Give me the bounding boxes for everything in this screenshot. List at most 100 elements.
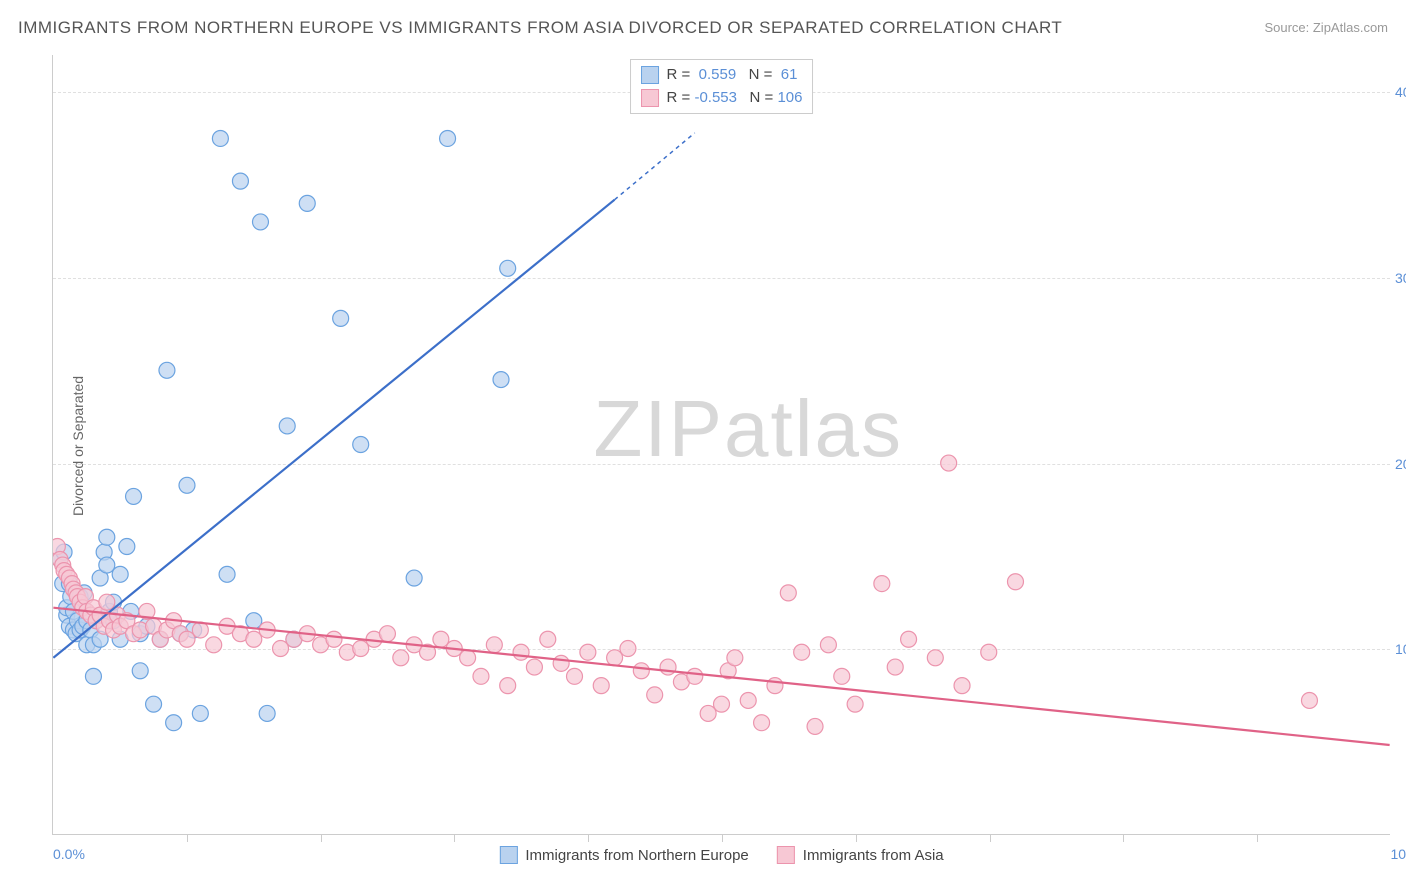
- data-point: [246, 631, 262, 647]
- data-point: [433, 631, 449, 647]
- data-point: [700, 705, 716, 721]
- data-point: [252, 214, 268, 230]
- data-point: [593, 678, 609, 694]
- data-point: [473, 668, 489, 684]
- y-tick-label: 10.0%: [1395, 641, 1406, 657]
- data-point: [119, 539, 135, 555]
- x-tick: [722, 834, 723, 842]
- data-point: [1007, 574, 1023, 590]
- data-point: [540, 631, 556, 647]
- data-point: [794, 644, 810, 660]
- data-point: [714, 696, 730, 712]
- series-legend: Immigrants from Northern Europe Immigrant…: [499, 846, 943, 864]
- data-point: [179, 477, 195, 493]
- data-point: [99, 557, 115, 573]
- legend-item: Immigrants from Northern Europe: [499, 846, 748, 864]
- data-point: [834, 668, 850, 684]
- data-point: [406, 570, 422, 586]
- chart-title: IMMIGRANTS FROM NORTHERN EUROPE VS IMMIG…: [18, 18, 1062, 38]
- data-point: [513, 644, 529, 660]
- x-tick: [321, 834, 322, 842]
- legend-swatch: [641, 89, 659, 107]
- data-point: [232, 173, 248, 189]
- data-point: [820, 637, 836, 653]
- x-tick: [1123, 834, 1124, 842]
- data-point: [179, 631, 195, 647]
- data-point: [273, 641, 289, 657]
- data-point: [740, 692, 756, 708]
- data-point: [132, 663, 148, 679]
- data-point: [580, 644, 596, 660]
- data-point: [607, 650, 623, 666]
- data-point: [353, 437, 369, 453]
- data-point: [440, 130, 456, 146]
- data-point: [353, 641, 369, 657]
- data-point: [660, 659, 676, 675]
- y-tick-label: 40.0%: [1395, 84, 1406, 100]
- data-point: [500, 678, 516, 694]
- legend-label: Immigrants from Asia: [803, 847, 944, 864]
- data-point: [647, 687, 663, 703]
- data-point: [620, 641, 636, 657]
- data-point: [333, 310, 349, 326]
- source-attribution: Source: ZipAtlas.com: [1264, 20, 1388, 35]
- data-point: [393, 650, 409, 666]
- data-point: [526, 659, 542, 675]
- x-tick: [454, 834, 455, 842]
- data-point: [633, 663, 649, 679]
- legend-row: R = -0.553 N = 106: [641, 87, 803, 110]
- data-point: [887, 659, 903, 675]
- data-point: [112, 566, 128, 582]
- trend-line: [53, 200, 614, 658]
- data-point: [780, 585, 796, 601]
- data-point: [941, 455, 957, 471]
- data-point: [99, 594, 115, 610]
- data-point: [99, 529, 115, 545]
- data-point: [1301, 692, 1317, 708]
- x-tick: [588, 834, 589, 842]
- data-point: [279, 418, 295, 434]
- data-point: [687, 668, 703, 684]
- correlation-chart: IMMIGRANTS FROM NORTHERN EUROPE VS IMMIG…: [0, 0, 1406, 892]
- legend-swatch: [641, 66, 659, 84]
- data-point: [299, 195, 315, 211]
- legend-swatch: [499, 846, 517, 864]
- data-point: [85, 668, 101, 684]
- plot-area: ZIPatlas 10.0%20.0%30.0%40.0% 0.0% 100.0…: [52, 55, 1390, 835]
- data-point: [212, 130, 228, 146]
- data-point: [567, 668, 583, 684]
- data-point: [126, 488, 142, 504]
- scatter-plot-svg: [53, 55, 1390, 834]
- data-point: [493, 372, 509, 388]
- y-tick-label: 20.0%: [1395, 456, 1406, 472]
- x-tick: [856, 834, 857, 842]
- data-point: [727, 650, 743, 666]
- correlation-legend: R = 0.559 N = 61R = -0.553 N = 106: [630, 59, 814, 114]
- x-tick: [990, 834, 991, 842]
- x-tick: [187, 834, 188, 842]
- x-tick: [1257, 834, 1258, 842]
- legend-item: Immigrants from Asia: [777, 846, 944, 864]
- data-point: [981, 644, 997, 660]
- data-point: [486, 637, 502, 653]
- trend-line-extrapolation: [615, 133, 695, 200]
- x-axis-min-label: 0.0%: [53, 846, 85, 862]
- data-point: [807, 718, 823, 734]
- legend-row: R = 0.559 N = 61: [641, 64, 803, 87]
- data-point: [500, 260, 516, 276]
- trend-line: [53, 608, 1389, 745]
- data-point: [159, 362, 175, 378]
- data-point: [219, 566, 235, 582]
- data-point: [954, 678, 970, 694]
- data-point: [927, 650, 943, 666]
- data-point: [259, 705, 275, 721]
- data-point: [901, 631, 917, 647]
- x-axis-max-label: 100.0%: [1391, 846, 1406, 862]
- data-point: [847, 696, 863, 712]
- data-point: [874, 576, 890, 592]
- data-point: [326, 631, 342, 647]
- data-point: [192, 705, 208, 721]
- data-point: [460, 650, 476, 666]
- data-point: [206, 637, 222, 653]
- data-point: [767, 678, 783, 694]
